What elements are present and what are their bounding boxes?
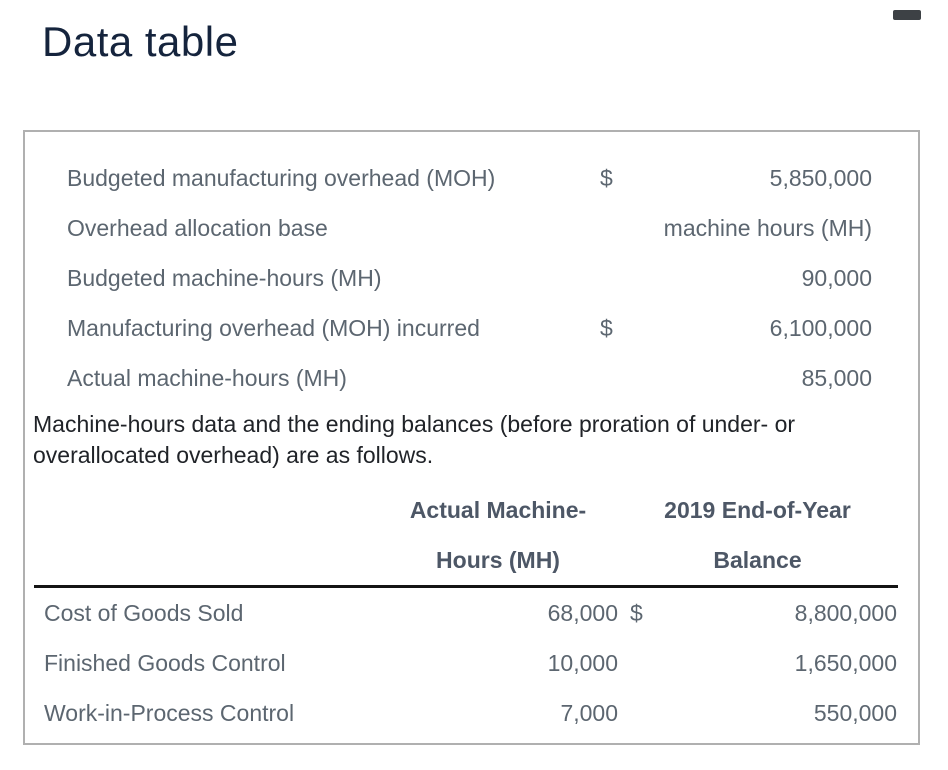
mh-value: 7,000 (560, 699, 618, 726)
balance-value: 1,650,000 (794, 649, 897, 676)
fact-row: Overhead allocation base machine hours (… (25, 203, 918, 253)
fact-row: Manufacturing overhead (MOH) incurred $ … (25, 303, 918, 353)
balance-value: 8,800,000 (794, 599, 897, 626)
fact-label: Actual machine-hours (MH) (67, 364, 347, 391)
row-label: Cost of Goods Sold (44, 599, 244, 626)
balance-column-header-line2: Balance (713, 546, 802, 573)
fact-value: 5,850,000 (769, 164, 872, 191)
note-text: Machine-hours data and the ending balanc… (33, 411, 796, 468)
table-row: Cost of Goods Sold 68,000 $ 8,800,000 (25, 588, 918, 638)
fact-value: 90,000 (801, 264, 872, 291)
table-row: Work-in-Process Control 7,000 550,000 (25, 688, 918, 738)
minimize-icon[interactable] (893, 10, 921, 20)
currency-symbol: $ (600, 314, 613, 341)
table-row: Finished Goods Control 10,000 1,650,000 (25, 638, 918, 688)
mh-column-header-line1: Actual Machine- (409, 496, 587, 523)
page-title: Data table (42, 18, 239, 65)
fact-row: Actual machine-hours (MH) 85,000 (25, 353, 918, 403)
fact-label: Manufacturing overhead (MOH) incurred (67, 314, 480, 341)
data-table-panel: Budgeted manufacturing overhead (MOH) $ … (23, 130, 920, 745)
row-label: Work-in-Process Control (44, 699, 295, 726)
balance-value: 550,000 (813, 699, 897, 726)
table-header-row: Actual Machine- 2019 End-of-Year (25, 485, 918, 535)
fact-row: Budgeted manufacturing overhead (MOH) $ … (25, 153, 918, 203)
balances-table: Actual Machine- 2019 End-of-Year Hours (… (25, 485, 918, 738)
fact-value: 85,000 (801, 364, 872, 391)
mh-value: 68,000 (547, 599, 618, 626)
mh-value: 10,000 (547, 649, 618, 676)
mh-column-header-line2: Hours (MH) (436, 546, 560, 573)
fact-label: Overhead allocation base (67, 214, 328, 241)
overhead-facts-list: Budgeted manufacturing overhead (MOH) $ … (25, 132, 918, 403)
fact-label: Budgeted manufacturing overhead (MOH) (67, 164, 496, 191)
table-header-row: Hours (MH) Balance (25, 535, 918, 585)
fact-value: machine hours (MH) (663, 214, 872, 241)
balance-column-header-line1: 2019 End-of-Year (664, 496, 851, 523)
fact-row: Budgeted machine-hours (MH) 90,000 (25, 253, 918, 303)
row-label: Finished Goods Control (44, 649, 286, 676)
fact-label: Budgeted machine-hours (MH) (67, 264, 382, 291)
fact-value: 6,100,000 (769, 314, 872, 341)
currency-symbol: $ (630, 599, 643, 626)
header-divider (34, 585, 898, 588)
currency-symbol: $ (600, 164, 613, 191)
